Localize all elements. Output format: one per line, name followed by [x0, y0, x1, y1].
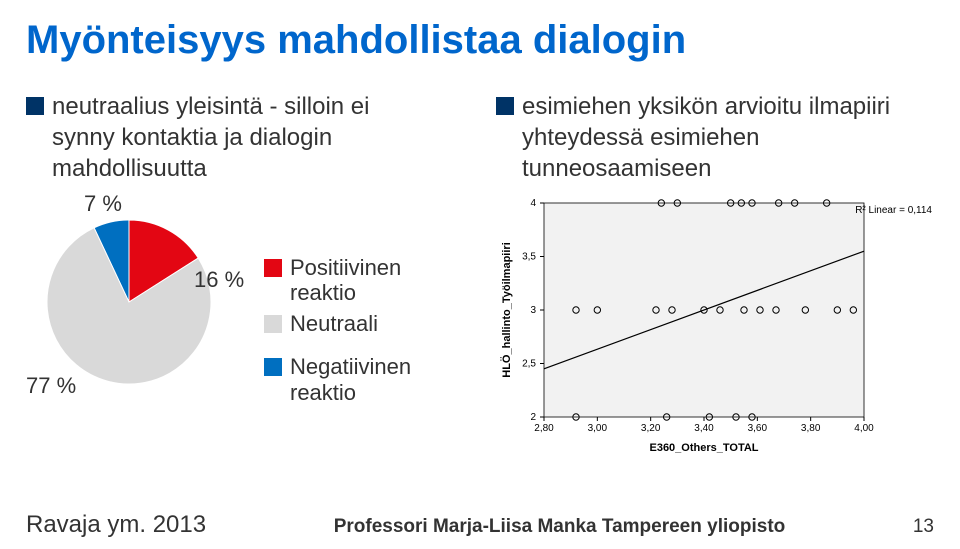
svg-text:3,5: 3,5 [522, 251, 536, 262]
svg-text:3,00: 3,00 [588, 423, 608, 434]
legend-text: Neutraali [290, 311, 378, 336]
bullet-icon [26, 97, 44, 115]
svg-text:3,60: 3,60 [748, 423, 768, 434]
svg-text:2,5: 2,5 [522, 358, 536, 369]
legend-item: Negatiivinen reaktio [264, 354, 411, 405]
legend-item: Neutraali [264, 311, 411, 336]
attribution: Professori Marja-Liisa Manka Tampereen y… [334, 516, 786, 538]
svg-text:3,20: 3,20 [641, 423, 661, 434]
legend-color-icon [264, 358, 282, 376]
legend-color-icon [264, 259, 282, 277]
legend-text: Positiivinen reaktio [290, 255, 401, 306]
pie-label-77: 77 % [26, 373, 76, 399]
right-bullet-text: esimiehen yksikön arvioitu ilmapiiri yht… [522, 91, 890, 185]
svg-text:3,80: 3,80 [801, 423, 821, 434]
left-bullet: neutraalius yleisintä - silloin ei synny… [26, 91, 486, 185]
svg-text:3: 3 [530, 305, 536, 316]
pie-label-16: 16 % [194, 267, 244, 293]
source-citation: Ravaja ym. 2013 [26, 511, 206, 539]
svg-text:E360_Others_TOTAL: E360_Others_TOTAL [649, 442, 758, 454]
page-title: Myönteisyys mahdollistaa dialogin [26, 18, 934, 63]
svg-text:4: 4 [530, 198, 536, 209]
legend-color-icon [264, 315, 282, 333]
pie-svg [44, 217, 214, 387]
svg-text:2,80: 2,80 [534, 423, 554, 434]
svg-text:R² Linear = 0,114: R² Linear = 0,114 [855, 205, 932, 216]
pie-label-7: 7 % [84, 191, 122, 217]
legend-text: Negatiivinen reaktio [290, 354, 411, 405]
right-bullet: esimiehen yksikön arvioitu ilmapiiri yht… [496, 91, 936, 185]
svg-text:2: 2 [530, 412, 536, 423]
svg-text:4,00: 4,00 [854, 423, 874, 434]
chart-legend: Positiivinen reaktio Neutraali Negatiivi… [264, 255, 411, 411]
scatter-svg: 2 2,5 3 3,5 4 2,80 3,00 3,20 3,40 3,60 3,80 4,00 E36… [496, 195, 936, 455]
left-bullet-text: neutraalius yleisintä - silloin ei synny… [52, 91, 369, 185]
pie-chart: 7 % 16 % 77 % [26, 195, 246, 392]
scatter-plot: 2 2,5 3 3,5 4 2,80 3,00 3,20 3,40 3,60 3,80 4,00 E36… [496, 195, 936, 460]
page-number: 13 [913, 516, 934, 538]
legend-item: Positiivinen reaktio [264, 255, 411, 306]
svg-text:HLÖ_hallinto_Työilmapiiri: HLÖ_hallinto_Työilmapiiri [500, 242, 513, 377]
bullet-icon [496, 97, 514, 115]
svg-text:3,40: 3,40 [694, 423, 714, 434]
